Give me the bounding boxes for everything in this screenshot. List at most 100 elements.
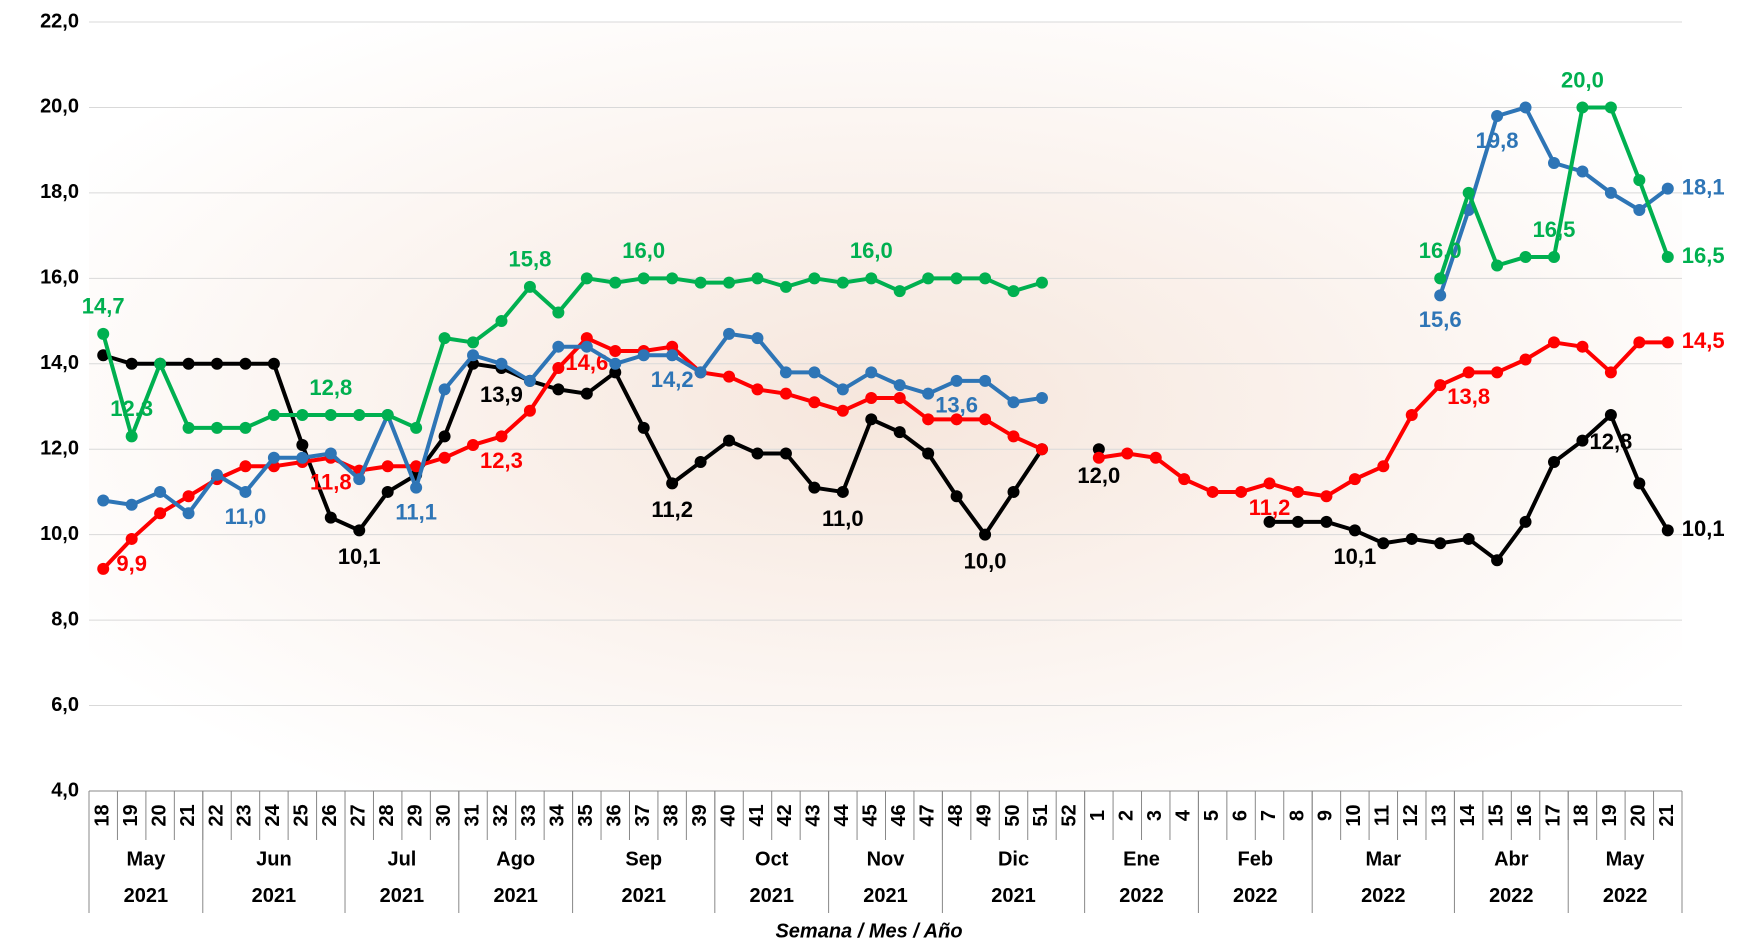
series-point [1519, 101, 1532, 114]
x-tick-label: 21 [177, 804, 199, 826]
series-point [97, 494, 110, 507]
series-point [211, 421, 224, 434]
data-label: 10,0 [964, 548, 1007, 573]
x-tick-label: 7 [1258, 810, 1280, 821]
x-tick-label: 17 [1542, 804, 1564, 826]
year-label: 2021 [749, 885, 794, 907]
series-point [609, 276, 622, 289]
series-point [1547, 456, 1560, 469]
series-point [979, 528, 992, 541]
series-point [296, 438, 309, 451]
data-label: 19,8 [1476, 128, 1519, 153]
x-tick-label: 31 [461, 804, 483, 826]
series-point [865, 391, 878, 404]
series-line [101, 336, 1043, 571]
series-point [267, 357, 280, 370]
series-point [1178, 473, 1191, 486]
series-point [751, 272, 764, 285]
series-point [1519, 353, 1532, 366]
series-point [1377, 460, 1390, 473]
series-point [1149, 451, 1162, 464]
x-tick-label: 48 [945, 804, 967, 826]
year-label: 2021 [991, 885, 1036, 907]
data-label: 12,0 [1077, 463, 1120, 488]
x-tick-label: 46 [888, 804, 910, 826]
series-point [1519, 250, 1532, 263]
x-tick-label: 30 [433, 804, 455, 826]
series-point [1604, 186, 1617, 199]
series-point [438, 451, 451, 464]
x-tick-label: 19 [120, 804, 142, 826]
series-point [666, 349, 679, 362]
series-line [101, 276, 1043, 439]
series-point [723, 327, 736, 340]
x-tick-label: 18 [1571, 804, 1593, 826]
year-label: 2021 [252, 885, 297, 907]
series-point [865, 272, 878, 285]
x-tick-label: 51 [1030, 804, 1052, 826]
x-tick-label: 3 [1144, 810, 1166, 821]
data-label: 10,1 [338, 544, 381, 569]
x-tick-label: 18 [92, 804, 114, 826]
data-label: 10,1 [1333, 544, 1376, 569]
year-label: 2022 [1489, 885, 1534, 907]
series-point [1007, 485, 1020, 498]
series-point [1462, 366, 1475, 379]
data-label: 10,1 [1682, 516, 1725, 541]
series-point [723, 276, 736, 289]
series-point [1007, 396, 1020, 409]
series-point [239, 357, 252, 370]
x-tick-label: 16 [1514, 804, 1536, 826]
series-point [580, 387, 593, 400]
series-point [666, 477, 679, 490]
series-point [1263, 515, 1276, 528]
series-point [922, 272, 935, 285]
series-point [552, 340, 565, 353]
series-point [324, 409, 337, 422]
series-point [267, 409, 280, 422]
series-point [1547, 336, 1560, 349]
series-point [154, 507, 167, 520]
series-point [239, 460, 252, 473]
series-line [102, 331, 1043, 516]
series-point [893, 426, 906, 439]
series-point [467, 336, 480, 349]
series-point [1377, 537, 1390, 550]
series-point [1576, 165, 1589, 178]
month-label: Ago [496, 848, 535, 870]
y-tick-label: 16,0 [40, 267, 79, 289]
data-label: 14,7 [82, 294, 125, 319]
year-label: 2022 [1361, 885, 1406, 907]
x-tick-label: 28 [376, 804, 398, 826]
month-label: Nov [867, 848, 906, 870]
series-point [324, 511, 337, 524]
data-label: 16,0 [850, 238, 893, 263]
y-tick-label: 6,0 [51, 694, 79, 716]
series-point [580, 340, 593, 353]
series-point [97, 349, 110, 362]
series-point [694, 276, 707, 289]
y-tick-label: 18,0 [40, 181, 79, 203]
data-label: 16,0 [1419, 238, 1462, 263]
series-point [609, 366, 622, 379]
data-label: 15,6 [1419, 307, 1462, 332]
series-point [865, 366, 878, 379]
series-point [211, 357, 224, 370]
series-point [979, 374, 992, 387]
series-point [1661, 250, 1674, 263]
year-label: 2021 [863, 885, 908, 907]
y-tick-label: 8,0 [51, 608, 79, 630]
series-point [523, 404, 536, 417]
x-tick-label: 41 [746, 804, 768, 826]
series-point [1462, 532, 1475, 545]
x-tick-label: 9 [1315, 810, 1337, 821]
series-point [1291, 485, 1304, 498]
series-point [1661, 524, 1674, 537]
series-point [1348, 524, 1361, 537]
series-point [125, 430, 138, 443]
series-point [1491, 366, 1504, 379]
data-label: 11,0 [225, 504, 267, 529]
series-point [495, 357, 508, 370]
series-point [296, 409, 309, 422]
series-point [467, 438, 480, 451]
